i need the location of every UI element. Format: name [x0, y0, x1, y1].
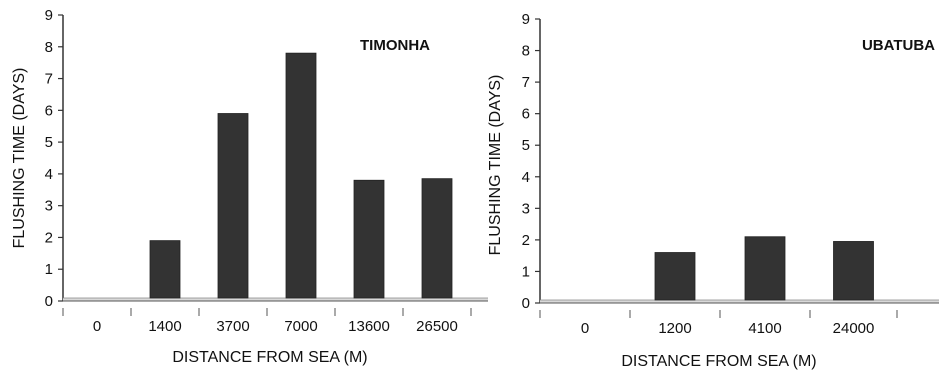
baseline-band — [63, 298, 488, 301]
x-tick-label: 0 — [581, 320, 589, 337]
y-axis-title: FLUSHING TIME (DAYS) — [487, 75, 504, 256]
bar — [149, 240, 181, 299]
x-tick-label: 1400 — [148, 318, 181, 335]
x-tick-label: 7000 — [284, 318, 317, 335]
y-tick-label: 2 — [522, 232, 530, 249]
bar — [421, 178, 453, 299]
chart-panel-timonha: TIMONHA FLUSHING TIME (DAYS) DISTANCE FR… — [11, 7, 488, 366]
baseline-band — [540, 300, 939, 303]
x-axis-title: DISTANCE FROM SEA (M) — [621, 353, 816, 370]
y-tick-label: 2 — [45, 229, 53, 246]
y-tick-label: 9 — [522, 11, 530, 28]
panel-title: TIMONHA — [360, 37, 430, 54]
y-tick-label: 8 — [45, 39, 53, 56]
bar — [654, 252, 696, 301]
x-axis-title: DISTANCE FROM SEA (M) — [172, 349, 367, 366]
y-tick-label: 5 — [45, 134, 53, 151]
x-tick-label: 26500 — [416, 318, 458, 335]
bar — [285, 52, 317, 299]
bar — [217, 113, 249, 299]
y-axis-title: FLUSHING TIME (DAYS) — [11, 68, 28, 249]
panel-title: UBATUBA — [862, 37, 935, 54]
y-tick-label: 6 — [45, 102, 53, 119]
x-tick-label: 0 — [93, 318, 101, 335]
x-tick-label: 3700 — [216, 318, 249, 335]
y-tick-label: 3 — [522, 200, 530, 217]
chart-panel-ubatuba: UBATUBA FLUSHING TIME (DAYS) DISTANCE FR… — [487, 11, 939, 370]
y-tick-label: 7 — [522, 74, 530, 91]
y-tick-label: 4 — [45, 166, 53, 183]
y-tick-label: 0 — [45, 293, 53, 310]
y-tick-label: 8 — [522, 43, 530, 60]
x-tick-label: 1200 — [658, 320, 691, 337]
y-tick-label: 1 — [522, 263, 530, 280]
bar — [353, 179, 385, 299]
x-tick-label: 4100 — [748, 320, 781, 337]
y-tick-label: 4 — [522, 169, 530, 186]
y-tick-label: 1 — [45, 261, 53, 278]
y-tick-label: 5 — [522, 137, 530, 154]
y-tick-label: 9 — [45, 7, 53, 24]
y-tick-label: 6 — [522, 106, 530, 123]
y-tick-label: 7 — [45, 71, 53, 88]
bar — [744, 236, 786, 301]
x-tick-label: 24000 — [833, 320, 875, 337]
y-tick-label: 0 — [522, 295, 530, 312]
bar — [833, 241, 874, 301]
x-tick-label: 13600 — [348, 318, 390, 335]
y-tick-label: 3 — [45, 198, 53, 215]
